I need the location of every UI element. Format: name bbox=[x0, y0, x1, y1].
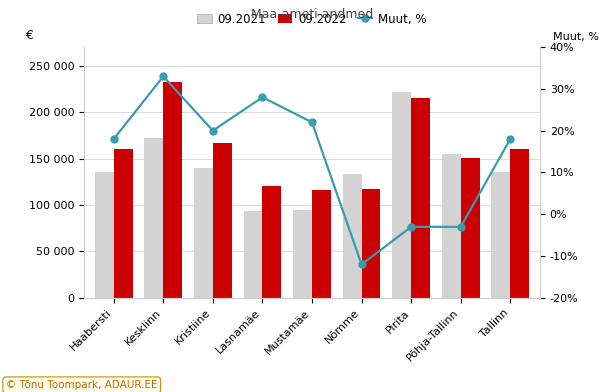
Muut, % bbox=[209, 128, 217, 133]
Muut, % bbox=[259, 95, 266, 100]
Line: Muut, %: Muut, % bbox=[110, 73, 514, 268]
Bar bbox=[491, 172, 510, 298]
Bar bbox=[95, 172, 114, 298]
Bar bbox=[262, 187, 281, 298]
Bar bbox=[244, 211, 262, 298]
Bar bbox=[510, 149, 529, 298]
Text: Muut, %: Muut, % bbox=[553, 32, 599, 42]
Bar bbox=[114, 149, 133, 298]
Bar bbox=[293, 210, 312, 298]
Muut, % bbox=[160, 74, 167, 79]
Text: © Tõnu Toompark, ADAUR.EE: © Tõnu Toompark, ADAUR.EE bbox=[6, 380, 157, 390]
Text: €: € bbox=[25, 29, 32, 42]
Muut, % bbox=[110, 137, 118, 142]
Bar bbox=[163, 82, 182, 298]
Bar bbox=[194, 168, 213, 298]
Bar bbox=[145, 138, 163, 298]
Bar bbox=[392, 92, 411, 298]
Muut, % bbox=[358, 262, 365, 267]
Muut, % bbox=[407, 225, 415, 229]
Bar bbox=[362, 189, 380, 298]
Bar bbox=[442, 154, 461, 298]
Bar bbox=[312, 190, 331, 298]
Legend: 09.2021, 09.2022, Muut, %: 09.2021, 09.2022, Muut, % bbox=[193, 8, 431, 30]
Bar bbox=[461, 158, 479, 298]
Muut, % bbox=[506, 137, 514, 142]
Bar bbox=[213, 143, 232, 298]
Bar bbox=[411, 98, 430, 298]
Bar bbox=[343, 174, 362, 298]
Text: Maa-ameti andmed: Maa-ameti andmed bbox=[251, 7, 373, 21]
Muut, % bbox=[308, 120, 316, 125]
Muut, % bbox=[457, 225, 464, 229]
